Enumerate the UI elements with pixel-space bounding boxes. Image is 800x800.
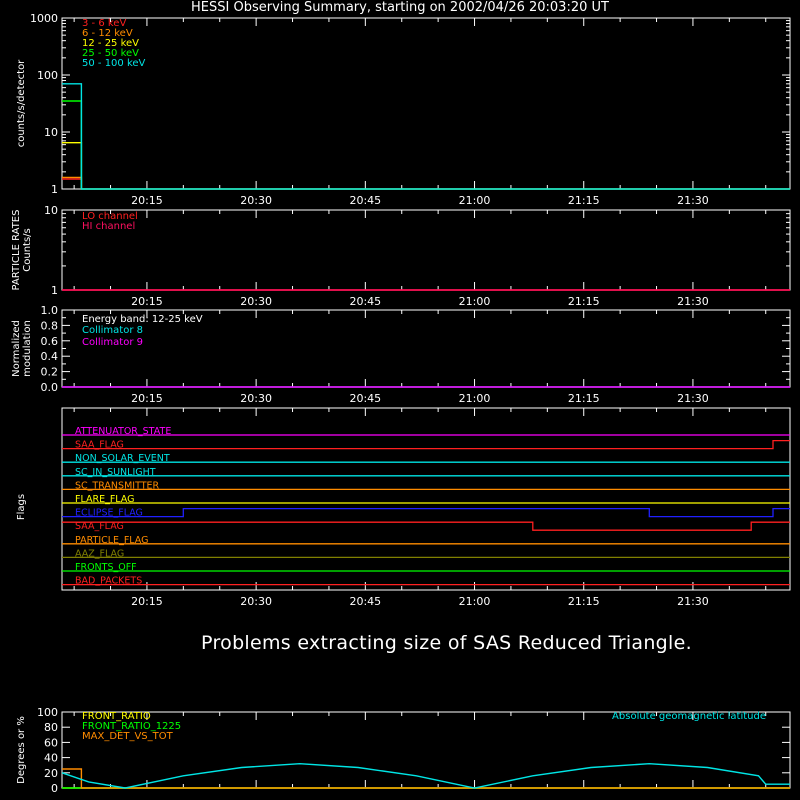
panel-frame-0 xyxy=(61,17,791,190)
flag-label: ATTENUATOR_STATE xyxy=(75,426,171,437)
legend-entry: 3 - 6 keV xyxy=(82,18,126,29)
flag-label: AAZ_FLAG xyxy=(75,548,124,559)
chart-title: HESSI Observing Summary, starting on 200… xyxy=(191,0,609,15)
x-tick-label: 21:15 xyxy=(568,595,600,608)
y-tick-label: 0.2 xyxy=(41,366,59,379)
y-tick-label: 1.0 xyxy=(41,304,59,317)
y-tick-label: 20 xyxy=(44,767,58,780)
x-tick-label: 21:15 xyxy=(568,194,600,207)
x-tick-label: 21:00 xyxy=(459,595,491,608)
series-line-ratio-2 xyxy=(62,768,790,789)
y-axis-label: counts/s/detector xyxy=(16,59,27,147)
x-tick-label: 20:30 xyxy=(240,595,272,608)
flag-label: PARTICLE_FLAG xyxy=(75,535,148,546)
y-tick-label: 10 xyxy=(44,204,58,217)
y-tick-label: 80 xyxy=(44,721,58,734)
y-tick-label: 100 xyxy=(37,706,58,719)
x-tick-label: 20:15 xyxy=(131,295,163,308)
series-line-count-2 xyxy=(62,141,790,190)
x-tick-label: 21:15 xyxy=(568,295,600,308)
y-axis-label: PARTICLE RATES xyxy=(11,210,22,291)
legend-entry: MAX_DET_VS_TOT xyxy=(82,731,174,742)
y-tick-label: 0.8 xyxy=(41,319,59,332)
x-tick-label: 21:30 xyxy=(677,295,709,308)
x-tick-label: 20:15 xyxy=(131,595,163,608)
x-tick-label: 20:30 xyxy=(240,194,272,207)
x-tick-label: 21:00 xyxy=(459,392,491,405)
legend-entry: LO channel xyxy=(82,211,138,222)
flag-label: ECLIPSE_FLAG xyxy=(75,508,143,519)
legend-entry: 6 - 12 keV xyxy=(82,28,133,39)
x-tick-label: 21:30 xyxy=(677,595,709,608)
flag-label: FRONTS_OFF xyxy=(75,562,137,573)
y-tick-label: 10 xyxy=(44,126,58,139)
x-tick-label: 20:30 xyxy=(240,295,272,308)
x-tick-label: 21:00 xyxy=(459,194,491,207)
y-tick-label: 0 xyxy=(51,782,58,795)
y-tick-label: 40 xyxy=(44,752,58,765)
x-tick-label: 21:15 xyxy=(568,392,600,405)
legend-entry: 25 - 50 keV xyxy=(82,48,139,59)
y-tick-label: 1000 xyxy=(30,12,58,25)
y-tick-label: 1 xyxy=(51,284,58,297)
flag-label: SC_IN_SUNLIGHT xyxy=(75,467,156,478)
flag-label: SAA_FLAG xyxy=(75,440,124,451)
flag-label: NON_SOLAR_EVENT xyxy=(75,453,170,464)
panel-frame-1 xyxy=(61,209,791,291)
y-tick-label: 0.6 xyxy=(41,335,59,348)
flag-label: FLARE_FLAG xyxy=(75,494,135,505)
y-axis-label: Normalized xyxy=(11,320,22,377)
annotation: Absolute geomagnetic latitude xyxy=(612,711,766,722)
legend-entry: Collimator 9 xyxy=(82,337,143,348)
annotation: Energy band: 12-25 keV xyxy=(82,314,203,325)
y-tick-label: 0.0 xyxy=(41,381,59,394)
legend-entry: Collimator 8 xyxy=(82,325,143,336)
x-tick-label: 20:15 xyxy=(131,194,163,207)
series-line-ratio-3 xyxy=(61,762,790,789)
x-tick-label: 20:45 xyxy=(349,295,381,308)
panel-frame-3 xyxy=(61,407,791,591)
flag-label: SAA_FLAG xyxy=(75,521,124,532)
x-tick-label: 21:30 xyxy=(677,392,709,405)
y-tick-label: 0.4 xyxy=(41,350,59,363)
x-tick-label: 21:00 xyxy=(459,295,491,308)
flag-line xyxy=(62,521,790,531)
flag-line xyxy=(62,439,790,450)
series-line-count-4 xyxy=(62,83,790,190)
y-tick-label: 1 xyxy=(51,183,58,196)
flag-label: BAD_PACKETS xyxy=(75,576,142,587)
error-message: Problems extracting size of SAS Reduced … xyxy=(201,632,692,654)
legend-entry: FRONT_RATIO xyxy=(82,711,151,722)
y-axis-label: Counts/s xyxy=(22,228,33,272)
legend-entry: HI channel xyxy=(82,221,135,232)
x-tick-label: 20:45 xyxy=(349,595,381,608)
legend-entry: FRONT_RATIO_1225 xyxy=(82,721,181,732)
flag-line xyxy=(62,507,790,518)
x-tick-label: 20:45 xyxy=(349,194,381,207)
y-axis-label: Degrees or % xyxy=(16,716,27,784)
series-line-count-0 xyxy=(62,178,83,189)
legend-entry: 50 - 100 keV xyxy=(82,58,146,69)
x-tick-label: 20:15 xyxy=(131,392,163,405)
flag-label: SC_TRANSMITTER xyxy=(75,480,160,491)
x-tick-label: 20:45 xyxy=(349,392,381,405)
legend-entry: 12 - 25 keV xyxy=(82,38,139,49)
x-tick-label: 20:30 xyxy=(240,392,272,405)
y-axis-label: modulation xyxy=(22,320,33,377)
y-tick-label: 60 xyxy=(44,736,58,749)
y-tick-label: 100 xyxy=(37,69,58,82)
y-axis-label: Flags xyxy=(16,494,27,520)
x-tick-label: 21:30 xyxy=(677,194,709,207)
